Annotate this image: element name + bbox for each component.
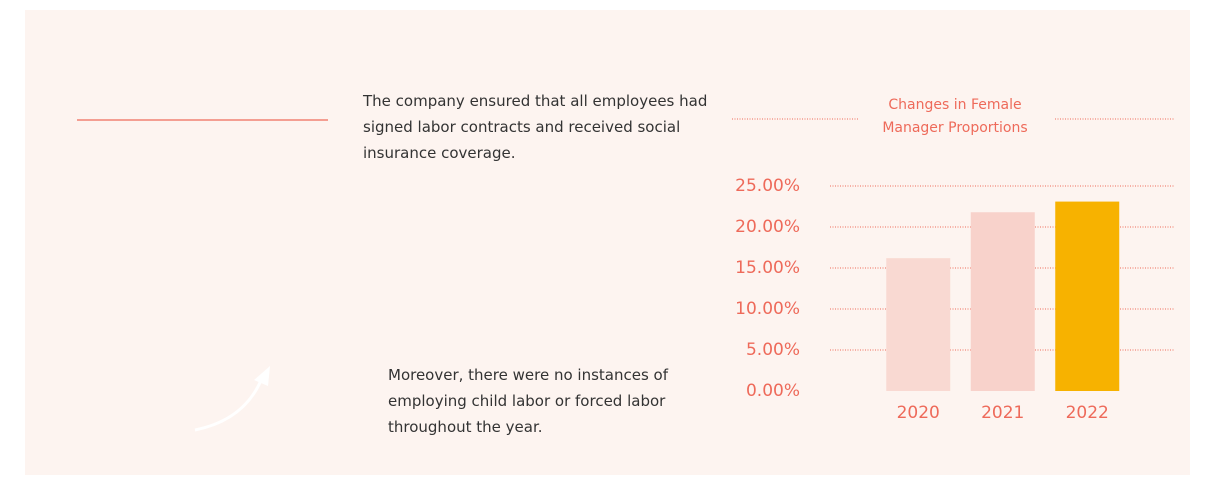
bar	[1055, 201, 1120, 391]
y-tick-label: 10.00%	[735, 299, 800, 319]
arrow	[194, 377, 264, 432]
paragraph: The company ensured that all employees h…	[363, 92, 708, 162]
x-tick-label: 2021	[981, 403, 1024, 423]
y-tick-label: 20.00%	[735, 217, 800, 237]
x-tick-label: 2022	[1066, 403, 1109, 423]
y-tick-label: 5.00%	[746, 340, 800, 360]
y-tick-label: 25.00%	[735, 176, 800, 196]
x-tick-label: 2020	[897, 403, 940, 423]
y-tick-label: 0.00%	[746, 381, 800, 401]
arrow-head	[254, 366, 270, 386]
paragraph: Moreover, there were no instances of emp…	[388, 366, 668, 436]
y-tick-label: 15.00%	[735, 258, 800, 278]
chart-title: Changes in Female Manager Proportions	[882, 97, 1028, 136]
bar	[970, 212, 1035, 391]
bar	[886, 258, 951, 391]
